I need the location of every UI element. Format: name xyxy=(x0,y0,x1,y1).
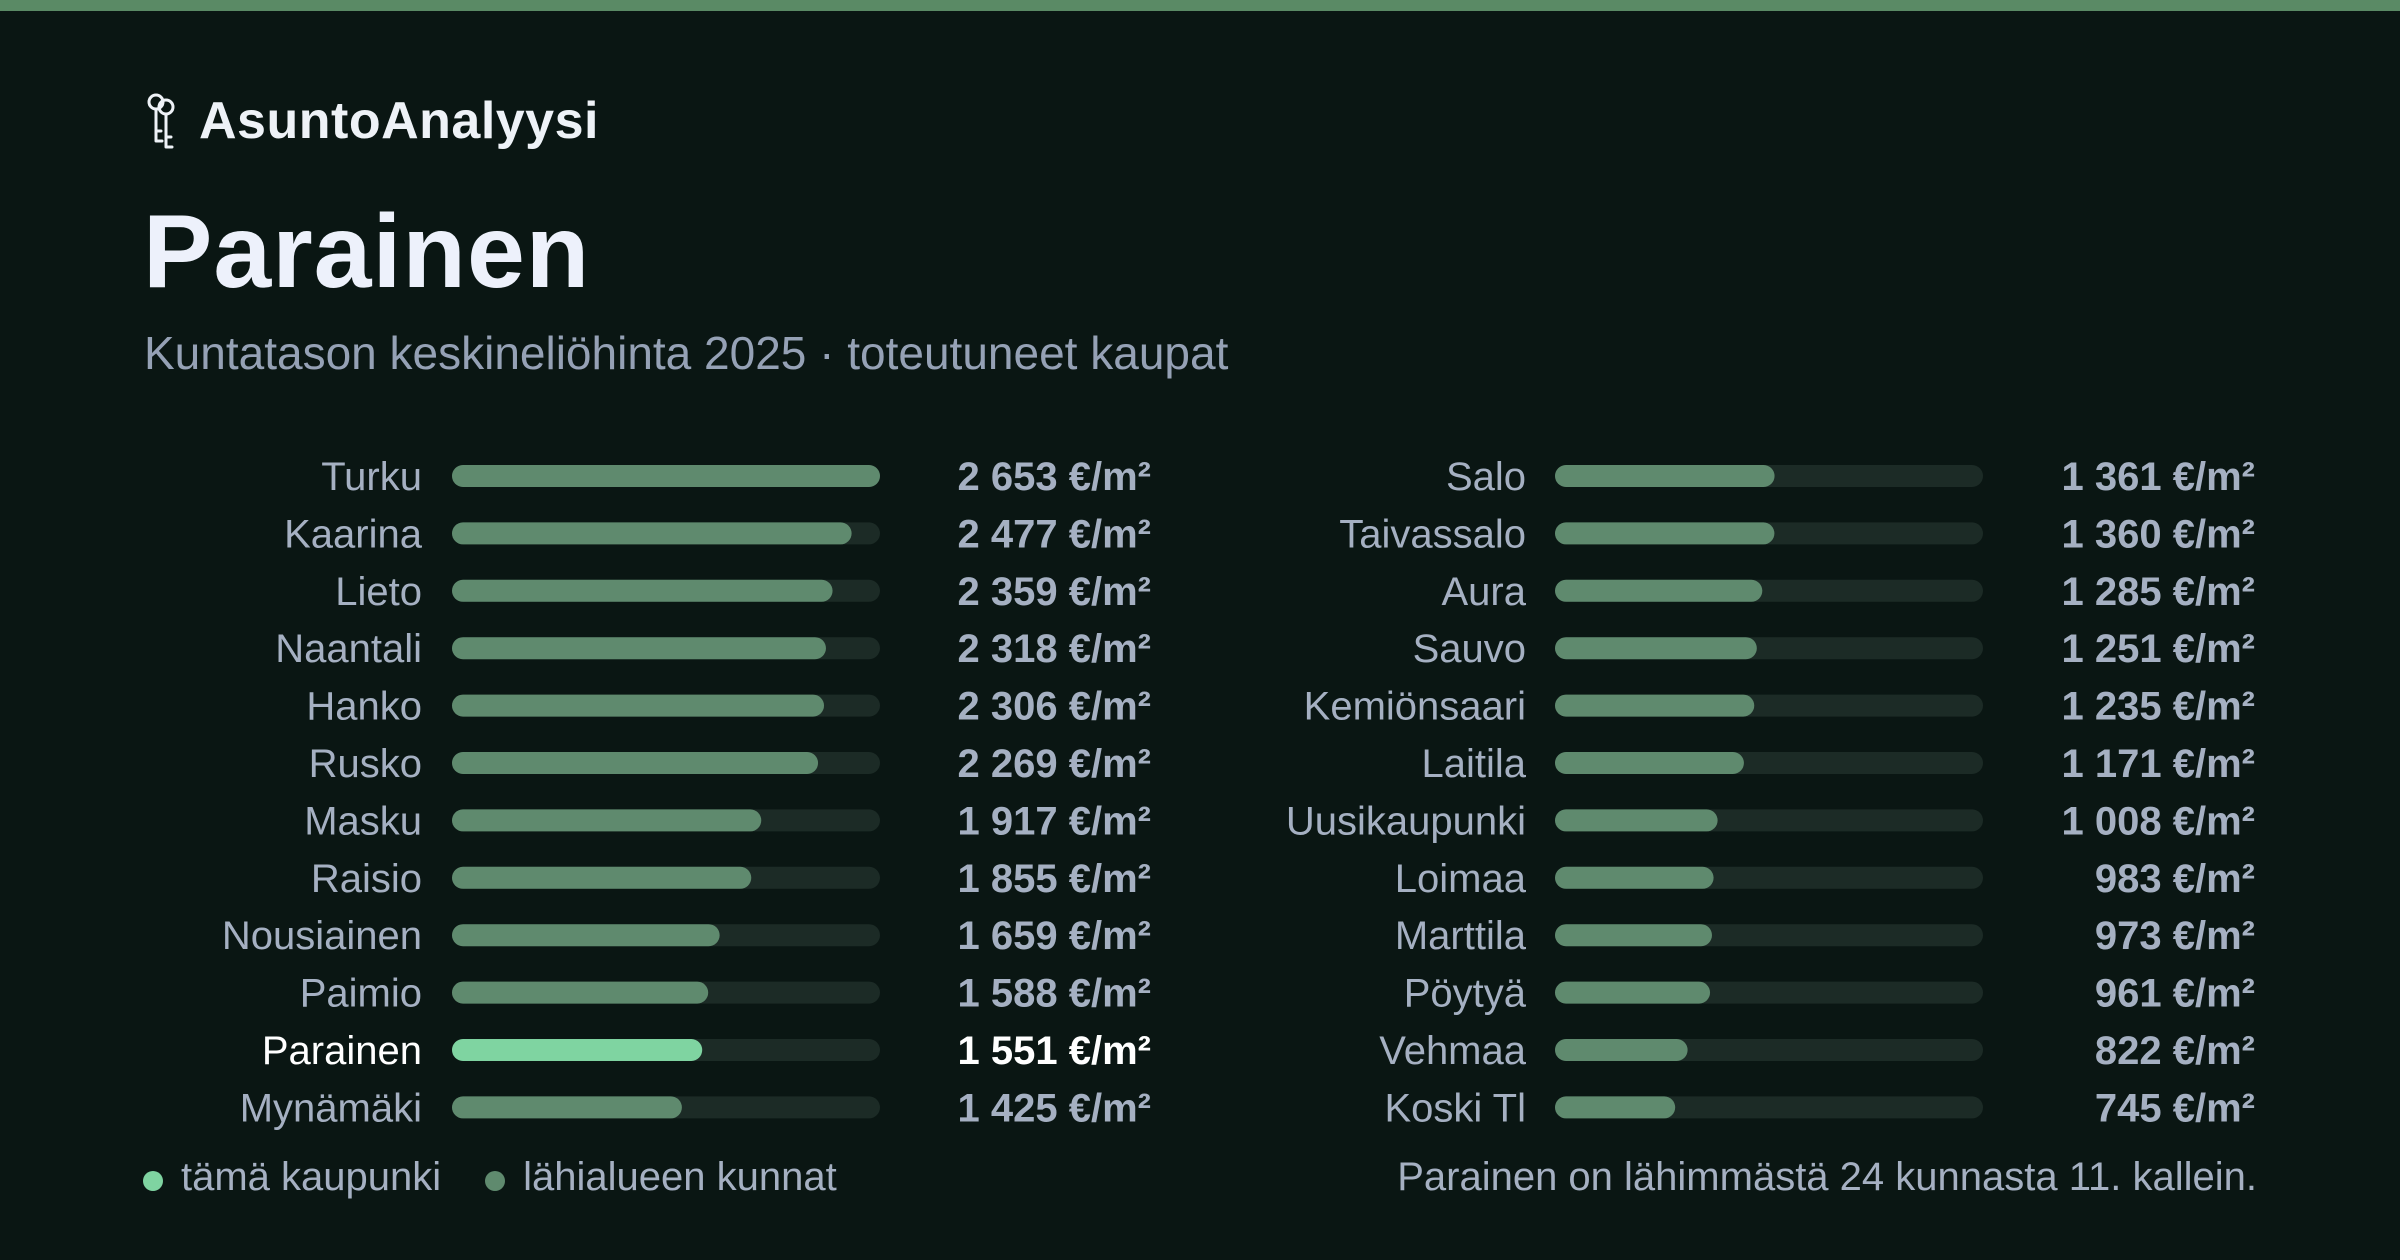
value-label-salo: 1 361 €/m² xyxy=(2062,455,2255,499)
category-label-aura: Aura xyxy=(1442,570,1527,614)
value-label-uusikaupunki: 1 008 €/m² xyxy=(2062,799,2255,843)
value-label-taivassalo: 1 360 €/m² xyxy=(2062,512,2255,556)
bar-taivassalo xyxy=(1555,522,1775,545)
category-label-masku: Masku xyxy=(304,799,422,843)
value-label-kaarina: 2 477 €/m² xyxy=(958,512,1151,556)
value-label-parainen: 1 551 €/m² xyxy=(958,1029,1151,1073)
category-label-sauvo: Sauvo xyxy=(1413,627,1526,671)
category-label-rusko: Rusko xyxy=(309,742,422,786)
legend: tämä kaupunki lähialueen kunnat xyxy=(143,1152,881,1202)
category-label-marttila: Marttila xyxy=(1395,914,1527,958)
value-label-paimio: 1 588 €/m² xyxy=(958,972,1151,1016)
value-label-marttila: 973 €/m² xyxy=(2095,914,2255,958)
value-label-naantali: 2 318 €/m² xyxy=(958,627,1151,671)
brand-name: AsuntoAnalyysi xyxy=(199,92,599,150)
top-accent-bar xyxy=(0,0,2400,11)
category-label-hanko: Hanko xyxy=(306,685,422,729)
value-label-lieto: 2 359 €/m² xyxy=(958,570,1151,614)
category-label-uusikaupunki: Uusikaupunki xyxy=(1286,799,1526,843)
bar-raisio xyxy=(452,866,752,889)
bar-koski-tl xyxy=(1555,1096,1676,1119)
category-label-kaarina: Kaarina xyxy=(284,512,423,556)
legend-label-this-city: tämä kaupunki xyxy=(181,1154,442,1199)
category-label-taivassalo: Taivassalo xyxy=(1339,512,1526,556)
bar-masku xyxy=(452,809,762,832)
category-label-kemiönsaari: Kemiönsaari xyxy=(1304,685,1526,729)
value-label-turku: 2 653 €/m² xyxy=(958,455,1151,499)
brand: AsuntoAnalyysi xyxy=(141,88,599,154)
category-label-laitila: Laitila xyxy=(1421,742,1526,786)
bar-paimio xyxy=(452,981,709,1004)
bar-pöytyä xyxy=(1555,981,1711,1004)
value-label-aura: 1 285 €/m² xyxy=(2062,570,2255,614)
category-label-parainen: Parainen xyxy=(262,1029,422,1073)
value-label-masku: 1 917 €/m² xyxy=(958,799,1151,843)
bar-loimaa xyxy=(1555,866,1714,889)
bar-turku xyxy=(452,465,880,487)
legend-dot-highlight xyxy=(143,1171,163,1191)
bar-aura xyxy=(1555,579,1763,602)
value-label-raisio: 1 855 €/m² xyxy=(958,857,1151,901)
bar-marttila xyxy=(1555,924,1712,947)
value-label-pöytyä: 961 €/m² xyxy=(2095,972,2255,1016)
legend-dot-nearby xyxy=(485,1171,506,1191)
category-label-vehmaa: Vehmaa xyxy=(1379,1029,1527,1073)
category-label-pöytyä: Pöytyä xyxy=(1404,972,1527,1016)
category-label-turku: Turku xyxy=(321,455,422,499)
value-label-hanko: 2 306 €/m² xyxy=(958,685,1151,729)
bar-laitila xyxy=(1555,752,1744,774)
legend-item-nearby: lähialueen kunnat xyxy=(485,1155,837,1200)
value-label-rusko: 2 269 €/m² xyxy=(958,742,1151,786)
bar-salo xyxy=(1555,465,1775,487)
bar-hanko xyxy=(452,694,825,717)
bar-vehmaa xyxy=(1555,1039,1688,1061)
bar-uusikaupunki xyxy=(1555,809,1718,832)
legend-label-nearby: lähialueen kunnat xyxy=(523,1154,837,1199)
value-label-vehmaa: 822 €/m² xyxy=(2095,1029,2255,1073)
bar-naantali xyxy=(452,637,826,660)
rank-note: Parainen on lähimmästä 24 kunnasta 11. k… xyxy=(1397,1155,2257,1199)
category-label-mynämäki: Mynämäki xyxy=(240,1086,422,1130)
page-subtitle: Kuntatason keskineliöhinta 2025 · toteut… xyxy=(144,327,1229,379)
category-label-naantali: Naantali xyxy=(275,627,422,671)
value-label-nousiainen: 1 659 €/m² xyxy=(958,914,1151,958)
value-label-kemiönsaari: 1 235 €/m² xyxy=(2062,685,2255,729)
category-label-lieto: Lieto xyxy=(335,570,422,614)
value-label-loimaa: 983 €/m² xyxy=(2095,857,2255,901)
category-label-nousiainen: Nousiainen xyxy=(222,914,422,958)
bar-kemiönsaari xyxy=(1555,694,1755,717)
bar-rusko xyxy=(452,752,819,774)
bar-mynämäki xyxy=(452,1096,682,1119)
value-label-laitila: 1 171 €/m² xyxy=(2062,742,2255,786)
keys-icon xyxy=(147,93,175,149)
value-label-mynämäki: 1 425 €/m² xyxy=(958,1086,1151,1130)
category-label-raisio: Raisio xyxy=(311,857,422,901)
bar-parainen xyxy=(452,1039,703,1061)
bar-nousiainen xyxy=(452,924,720,947)
bar-kaarina xyxy=(452,522,852,545)
value-label-koski-tl: 745 €/m² xyxy=(2095,1086,2255,1130)
category-label-koski-tl: Koski Tl xyxy=(1384,1086,1526,1130)
category-label-loimaa: Loimaa xyxy=(1395,857,1527,901)
bar-sauvo xyxy=(1555,637,1757,660)
category-label-salo: Salo xyxy=(1446,455,1526,499)
category-label-paimio: Paimio xyxy=(300,972,422,1016)
value-label-sauvo: 1 251 €/m² xyxy=(2062,627,2255,671)
legend-item-this-city: tämä kaupunki xyxy=(143,1155,441,1200)
bar-lieto xyxy=(452,579,833,602)
page-title: Parainen xyxy=(143,194,591,310)
